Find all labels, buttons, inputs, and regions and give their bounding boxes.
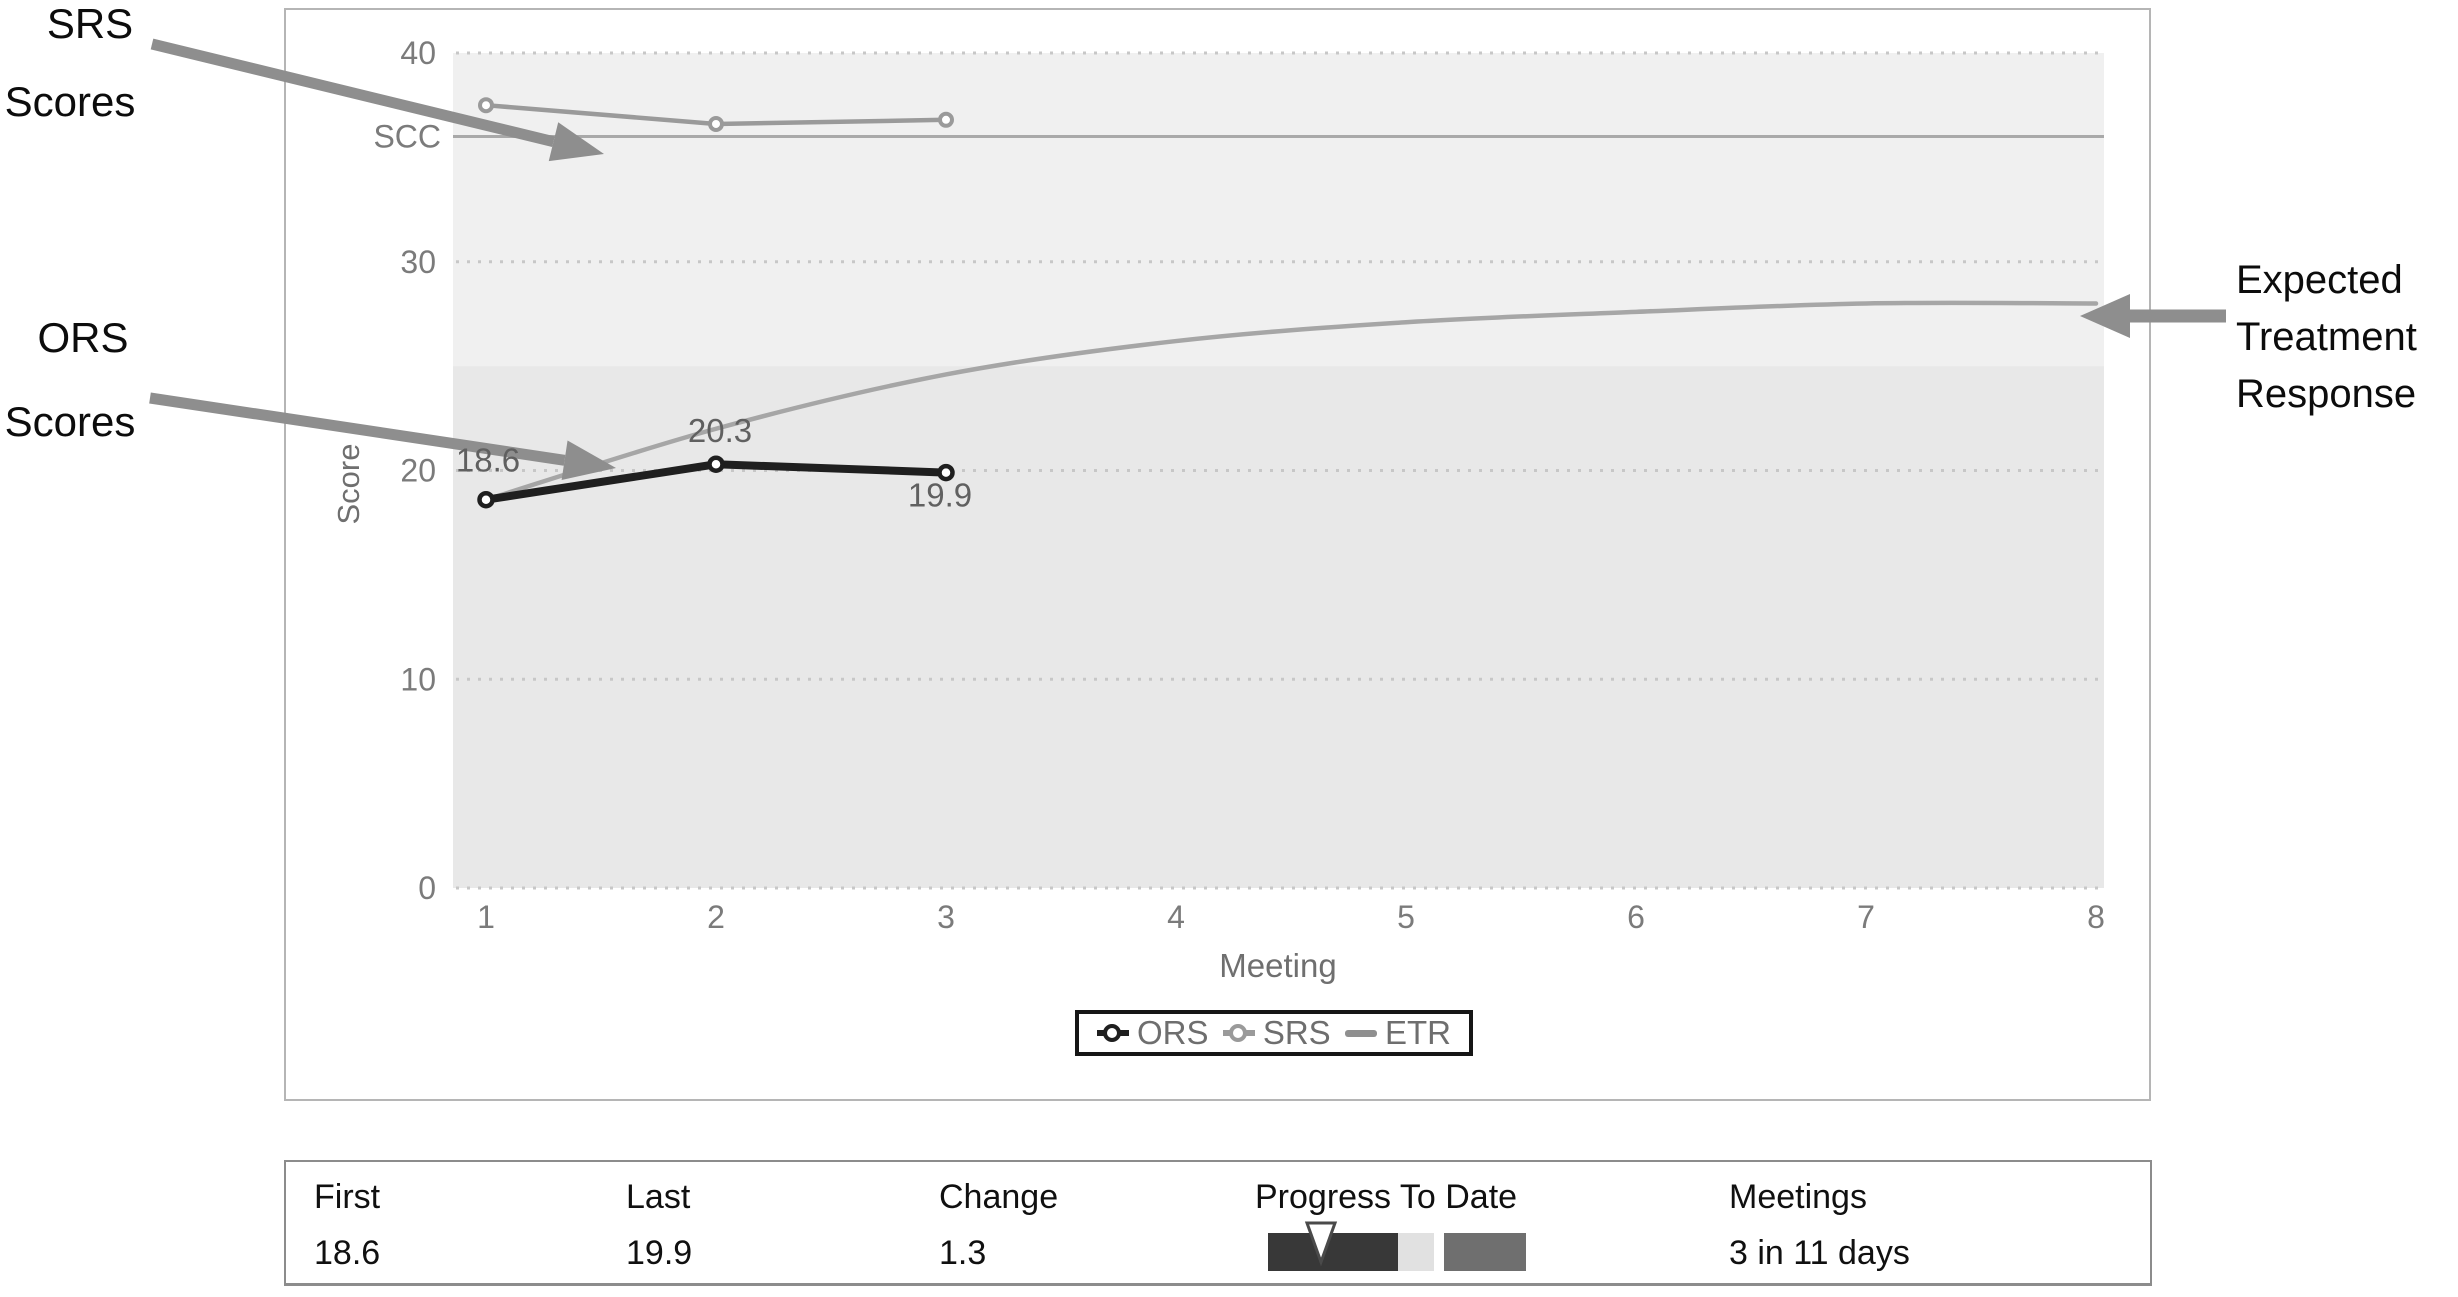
ors-annotation-line2: Scores: [4, 398, 136, 445]
legend-item-srs: SRS: [1222, 1014, 1331, 1052]
header-change: Change: [939, 1178, 1059, 1216]
y-axis-title: Score: [331, 443, 366, 525]
ors-line-marker-icon: [1097, 1023, 1129, 1043]
chart-panel: [284, 8, 2151, 1101]
etr-line-marker-icon: [1345, 1023, 1377, 1043]
legend-label-srs: SRS: [1262, 1014, 1331, 1051]
progress-to-date-bar: [1268, 1221, 1526, 1271]
first-score-value: 18.6: [314, 1234, 381, 1272]
etr-annotation-line1: Expected: [2236, 258, 2403, 302]
last-score-value: 19.9: [626, 1234, 693, 1272]
chart-legend: ORS SRS ETR: [1075, 1010, 1473, 1056]
etr-annotation: Expected Treatment Response: [2236, 252, 2458, 423]
summary-table: First Last Change Progress To Date Meeti…: [284, 1160, 2152, 1286]
header-meetings: Meetings: [1729, 1178, 1867, 1216]
srs-line-marker-icon: [1222, 1023, 1255, 1043]
meetings-value: 3 in 11 days: [1729, 1234, 1910, 1272]
ors-annotation-line1: ORS: [37, 314, 129, 361]
etr-annotation-line2: Treatment: [2236, 315, 2417, 359]
header-progress: Progress To Date: [1255, 1178, 1518, 1216]
etr-annotation-line3: Response: [2236, 372, 2417, 416]
change-value: 1.3: [939, 1234, 987, 1272]
legend-label-ors: ORS: [1137, 1014, 1209, 1051]
header-first: First: [314, 1178, 381, 1216]
progress-segment-2: [1398, 1233, 1434, 1271]
srs-annotation-line2: Scores: [4, 78, 136, 125]
srs-annotation-line1: SRS: [46, 0, 134, 47]
header-last: Last: [626, 1178, 691, 1216]
legend-item-ors: ORS: [1097, 1014, 1209, 1052]
legend-label-etr: ETR: [1385, 1014, 1451, 1051]
legend-item-etr: ETR: [1345, 1014, 1451, 1052]
x-axis-title: Meeting: [1219, 947, 1337, 984]
progress-segment-4: [1444, 1233, 1526, 1271]
progress-marker-icon: [1304, 1221, 1338, 1267]
progress-segment-3: [1434, 1233, 1444, 1271]
progress-segment-1: [1268, 1233, 1398, 1271]
